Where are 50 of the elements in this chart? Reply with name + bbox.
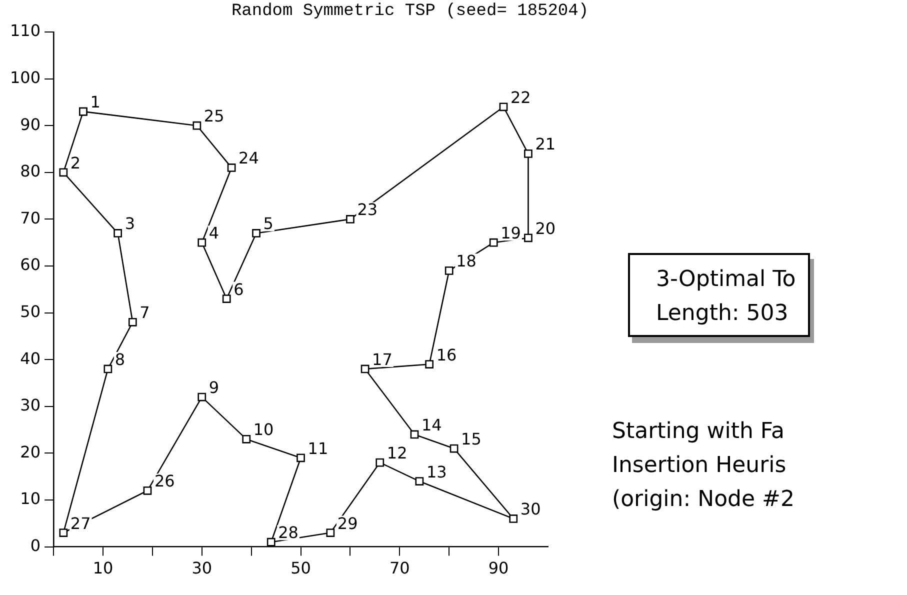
y-tick-label: 20 (20, 442, 41, 462)
x-tick-label: 30 (192, 558, 212, 578)
annotation: 17 (372, 350, 392, 369)
annotation: 2 (70, 153, 81, 172)
annotation: 21 (535, 134, 556, 154)
y-tick-label: 70 (20, 208, 41, 228)
annotation: 28 (278, 523, 298, 542)
y-tick-label: 0 (30, 536, 41, 555)
y-tick-label: 60 (20, 255, 41, 274)
annotation: 13 (426, 462, 447, 482)
annotation: 9 (208, 378, 220, 398)
annotation: 23 (357, 200, 378, 220)
y-tick-label: 90 (20, 114, 41, 134)
annotation: 29 (337, 514, 358, 533)
annotation: 18 (456, 252, 476, 271)
annotation: 15 (461, 430, 482, 449)
annotation: 4 (208, 224, 220, 243)
annotation: 8 (114, 350, 126, 369)
y-tick-label: 100 (10, 68, 41, 87)
annotation: 10 (253, 420, 274, 440)
x-tick-label: 90 (488, 558, 509, 578)
annotation: 7 (140, 303, 150, 322)
annotation: 22 (510, 88, 531, 107)
annotation: 14 (421, 415, 442, 434)
annotation: 27 (70, 514, 91, 533)
annotation: 6 (234, 280, 244, 299)
annotation: 20 (535, 218, 556, 238)
y-tick-label: 110 (10, 21, 41, 40)
annotation: 1 (90, 92, 100, 112)
y-tick-label: 10 (20, 489, 41, 508)
annotation: 25 (204, 106, 224, 126)
x-tick-label: 50 (290, 558, 311, 578)
y-tick-label: 50 (20, 302, 41, 321)
x-tick-label: 10 (92, 558, 114, 578)
annotation: 11 (308, 438, 328, 458)
annotation: 5 (263, 214, 274, 234)
annotation: 19 (500, 224, 521, 243)
annotation: 12 (386, 444, 408, 463)
x-tick-label: 70 (389, 558, 410, 578)
y-tick-label: 30 (20, 396, 41, 415)
chart-title: Random Symmetric TSP (seed= 185204) (230, 2, 590, 21)
text: Starting with Fa Insertion Heuris (origin: Node #2 (612, 418, 794, 514)
annotation: 24 (238, 148, 259, 168)
annotation: 26 (154, 472, 175, 491)
annotation: 3 (124, 214, 136, 234)
y-tick-label: 80 (20, 162, 41, 181)
annotation: 16 (436, 345, 457, 364)
annotation: 30 (520, 500, 541, 519)
y-tick-label: 40 (20, 348, 41, 368)
text: 3-Optimal To Length: 503 (628, 253, 810, 338)
